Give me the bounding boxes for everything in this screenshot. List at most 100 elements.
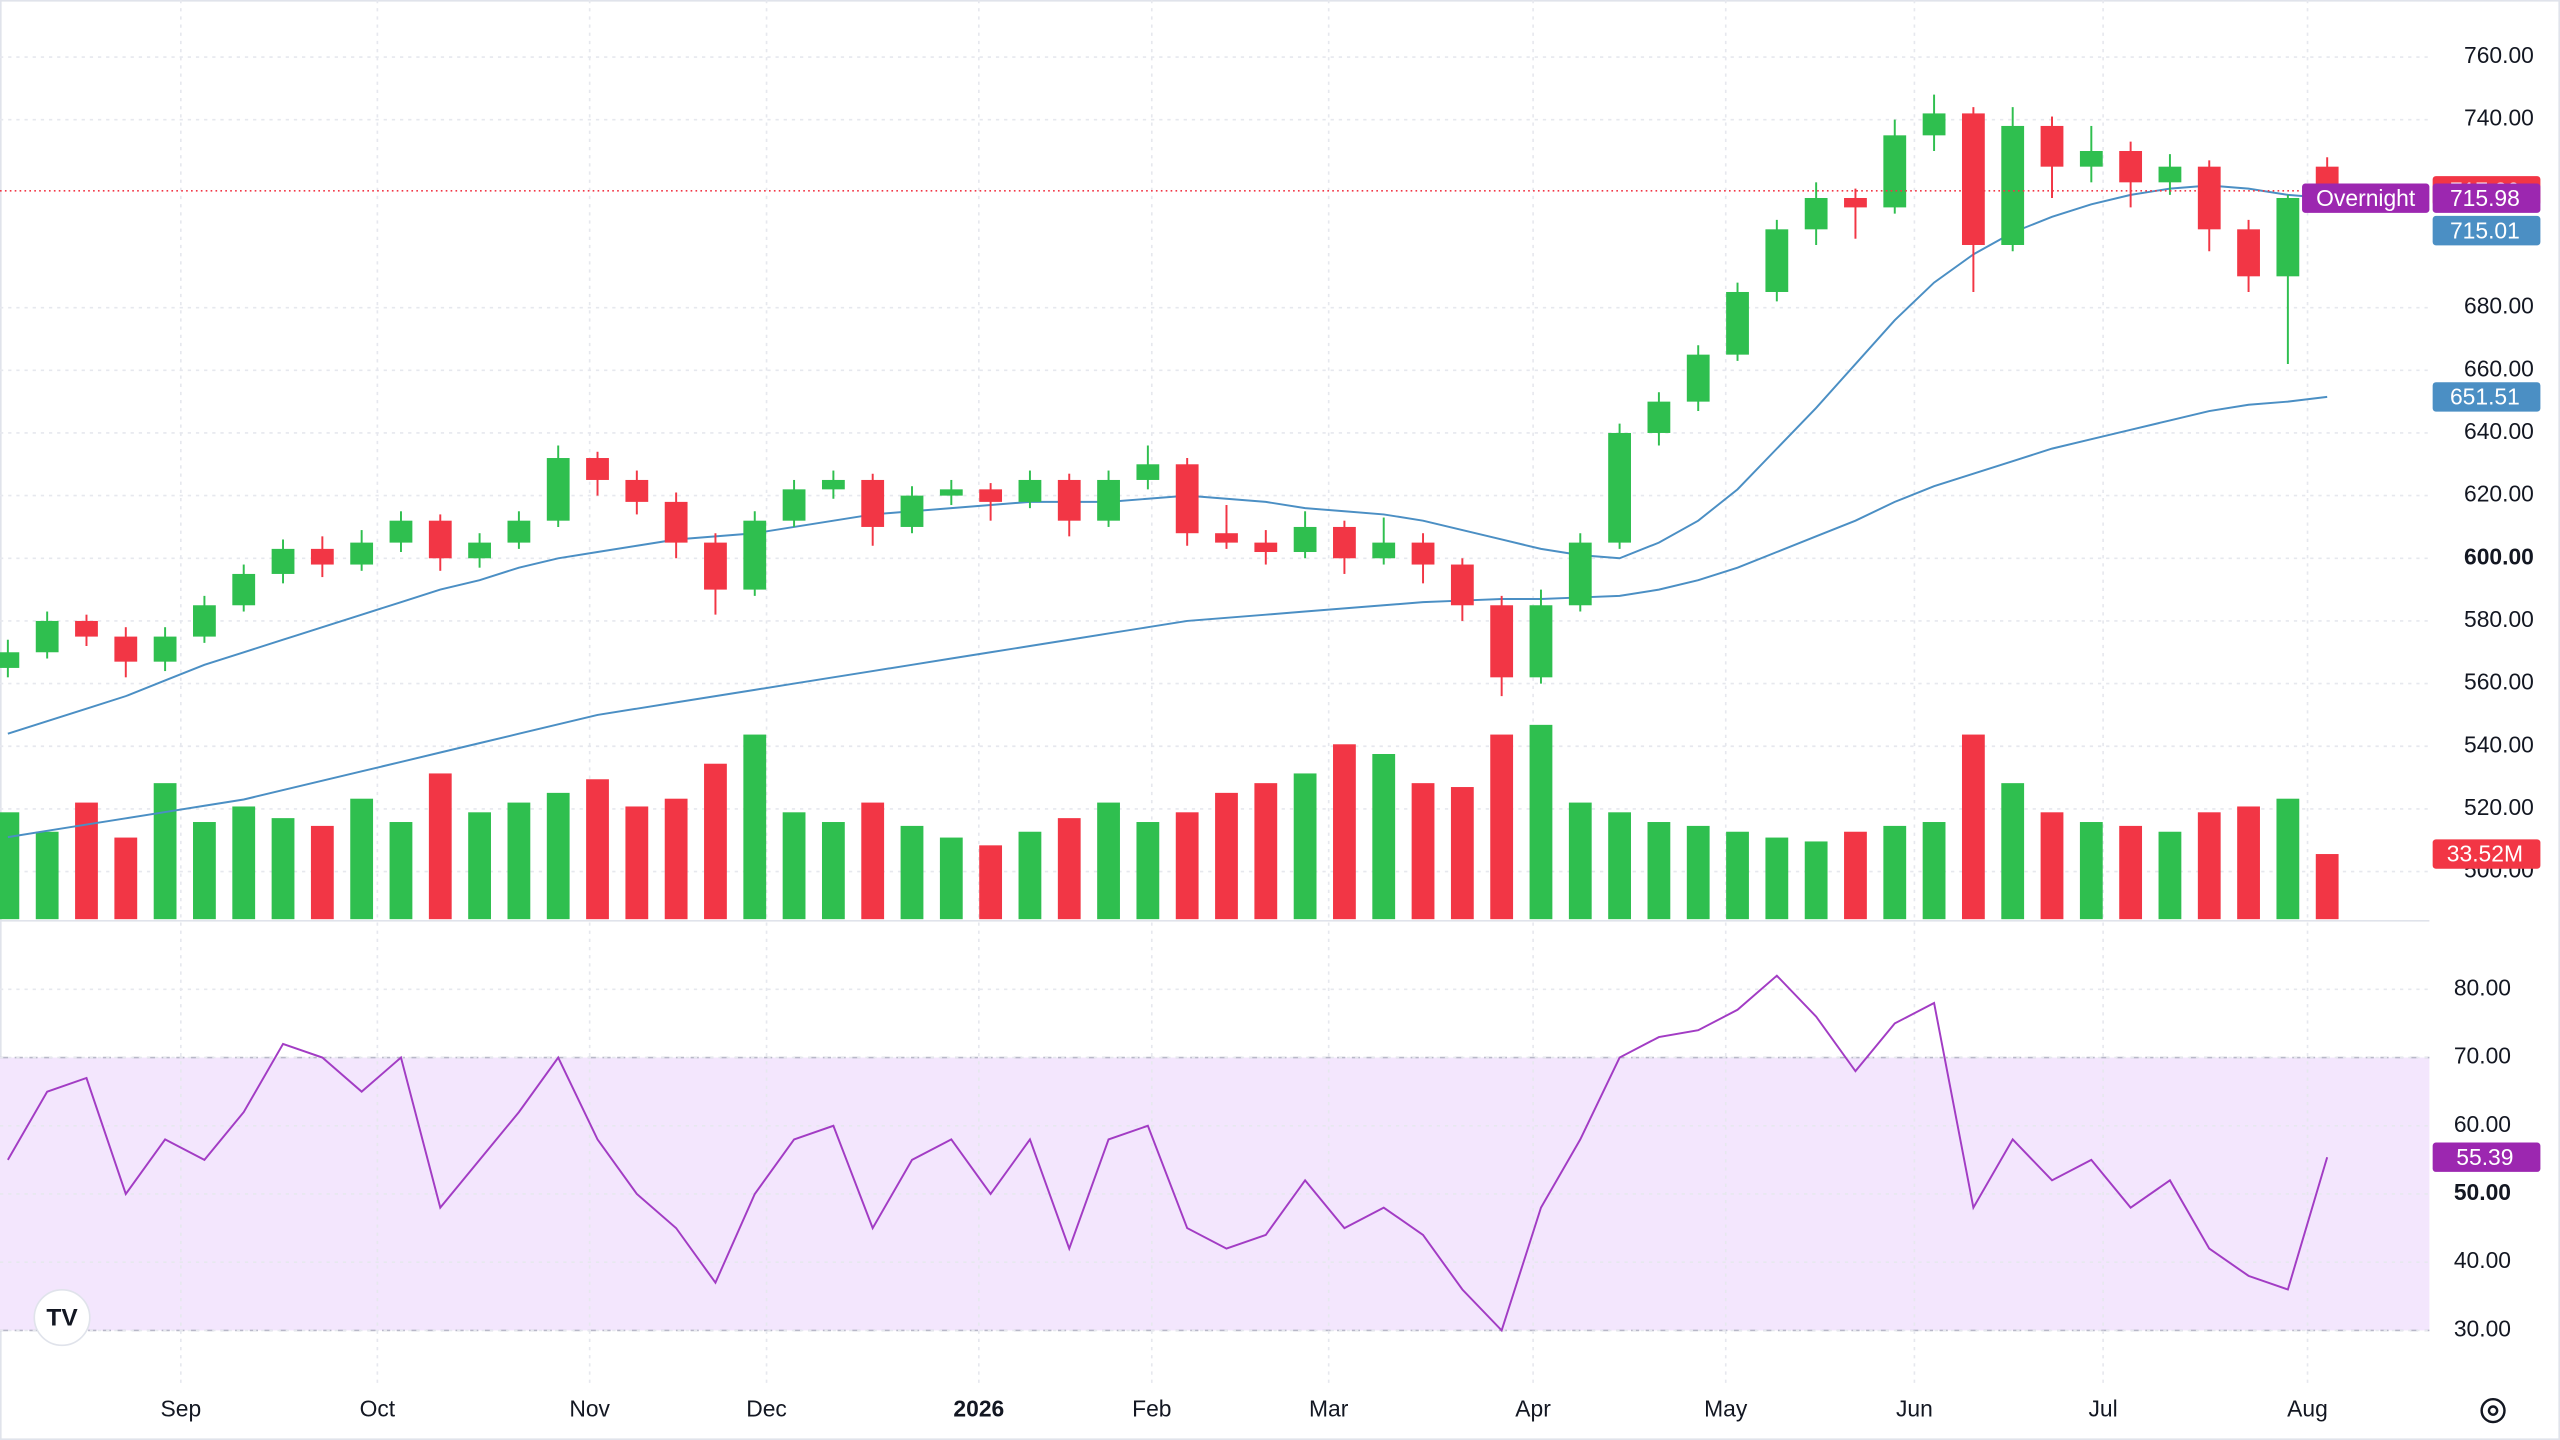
x-tick-label: Feb [1132, 1396, 1171, 1422]
volume-bar [350, 798, 374, 920]
volume-bar [1490, 734, 1514, 920]
y-tick-label: 640.00 [2464, 418, 2534, 444]
volume-bar [2237, 806, 2260, 920]
overnight-name-box [2302, 183, 2430, 213]
candle-body [232, 573, 256, 606]
candle-body [114, 636, 138, 662]
candle-body [1175, 464, 1199, 534]
rsi-tick-label: 30.00 [2454, 1315, 2511, 1341]
volume-bar [1647, 822, 1671, 920]
volume-bar [743, 734, 767, 920]
candle-body [2119, 151, 2143, 183]
volume-bar [1018, 831, 1042, 920]
settings-icon[interactable] [2480, 1397, 2506, 1424]
volume-bar [114, 837, 138, 920]
volume-bar [1568, 802, 1592, 920]
ma-tag-box [2432, 215, 2541, 246]
overnight-name: Overnight [2316, 185, 2416, 211]
candle-body [1057, 479, 1081, 521]
candle-body [861, 479, 885, 527]
volume-bar [468, 812, 491, 920]
y-tick-label: 540.00 [2464, 731, 2534, 757]
volume-bar [1254, 783, 1278, 920]
volume-bar [2040, 812, 2064, 920]
volume-bar [389, 822, 413, 920]
x-tick-label: Nov [569, 1396, 610, 1422]
volume-bar [153, 783, 177, 920]
candle-body [664, 501, 688, 543]
volume-bar [1057, 818, 1081, 920]
candle-body [2040, 125, 2064, 167]
volume-bar [75, 802, 98, 920]
volume-bar [900, 825, 924, 920]
candle-body [821, 479, 845, 490]
rsi-line [7, 974, 2329, 1333]
volume-bar [1765, 837, 1789, 920]
volume-bar [1136, 822, 1160, 920]
x-tick-label: Dec [746, 1396, 787, 1422]
rsi-tick-label: 80.00 [2454, 974, 2511, 1000]
candle-body [1804, 197, 1828, 230]
volume-bar [0, 812, 20, 920]
candle-body [1215, 533, 1238, 543]
volume-bar [625, 806, 649, 920]
volume-bar [1608, 812, 1631, 920]
volume-bar [1215, 792, 1238, 920]
candle-body [2079, 151, 2103, 167]
candle-body [428, 520, 452, 559]
plot [0, 0, 2430, 1388]
y-tick-label: 660.00 [2464, 355, 2534, 381]
y-tick-label: 620.00 [2464, 481, 2534, 507]
candle-body [1136, 464, 1160, 480]
candle-body [1254, 542, 1278, 553]
ma-tag: 715.01 [2450, 217, 2520, 243]
candle-body [2001, 125, 2025, 245]
volume-bar [232, 806, 256, 920]
volume-bar [2315, 854, 2339, 920]
candle-body [586, 458, 609, 480]
volume-bar [1293, 773, 1317, 920]
candle-body [350, 542, 374, 565]
candle-body [507, 520, 531, 543]
volume-bar [586, 779, 609, 920]
rsi-tick-label: 50.00 [2454, 1179, 2511, 1205]
x-tick-label: Sep [161, 1396, 202, 1422]
x-tick-label: 2026 [953, 1396, 1004, 1422]
rsi-tick-label: 40.00 [2454, 1247, 2511, 1273]
x-tick-label: Mar [1309, 1396, 1349, 1422]
candle-body [1726, 291, 1749, 355]
rsi-band [0, 1057, 2430, 1331]
candle-body [900, 495, 924, 527]
volume-tag-box [2432, 839, 2541, 869]
y-tick-label: 580.00 [2464, 606, 2534, 632]
tv-logo[interactable]: TV [33, 1288, 91, 1347]
candle-body [743, 520, 767, 590]
candle-body [1608, 432, 1631, 543]
x-tick-label: Jul [2089, 1396, 2118, 1422]
volume-bar [507, 802, 531, 920]
candle-body [1883, 135, 1907, 208]
volume-bar [1175, 812, 1199, 920]
candle-body [1568, 542, 1592, 606]
volume-bar [782, 812, 806, 920]
volume-bar [193, 822, 216, 920]
volume-bar [1804, 841, 1828, 920]
volume-bar [2079, 822, 2103, 920]
candle-body [1372, 542, 1396, 559]
volume-bar [2119, 825, 2143, 920]
y-tick-label: 680.00 [2464, 293, 2534, 319]
volume-bar [979, 845, 1003, 920]
volume-bar [821, 822, 845, 920]
volume-bar [1726, 831, 1749, 920]
moving-average [7, 395, 2328, 839]
candle-body [1529, 605, 1553, 678]
candle-body [782, 489, 806, 521]
candle-body [939, 489, 963, 496]
candle-body [1490, 605, 1514, 678]
candle-body [389, 520, 413, 543]
candle-body [1686, 354, 1710, 402]
volume-tag: 33.52M [2447, 841, 2523, 867]
candle-body [310, 548, 334, 565]
candle-body [1293, 526, 1317, 553]
